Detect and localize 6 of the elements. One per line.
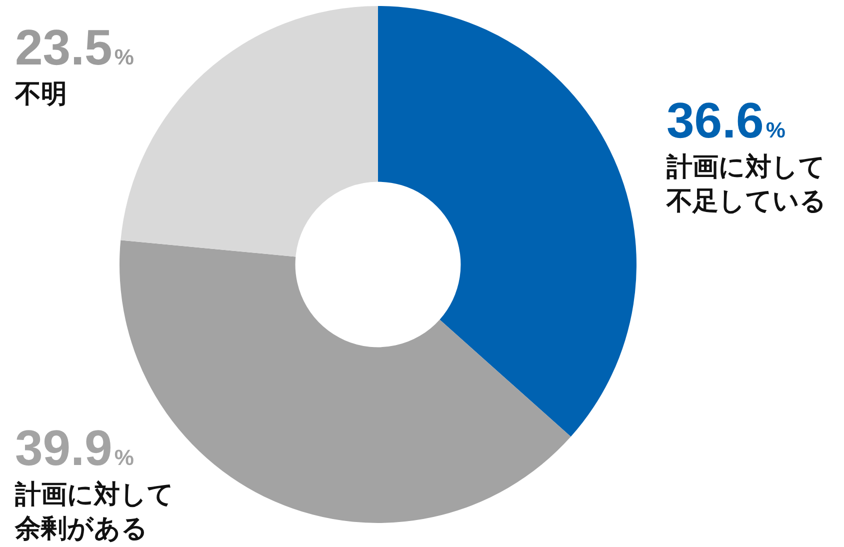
slice-label: 計画に対して不足している <box>666 152 826 217</box>
data-label: 36.6% <box>666 92 786 149</box>
data-label: 23.5% <box>15 20 134 76</box>
slice-label: 計画に対して余剰がある <box>14 480 174 544</box>
slice-label: 不明 <box>14 80 67 110</box>
data-label: 39.9% <box>15 420 134 476</box>
